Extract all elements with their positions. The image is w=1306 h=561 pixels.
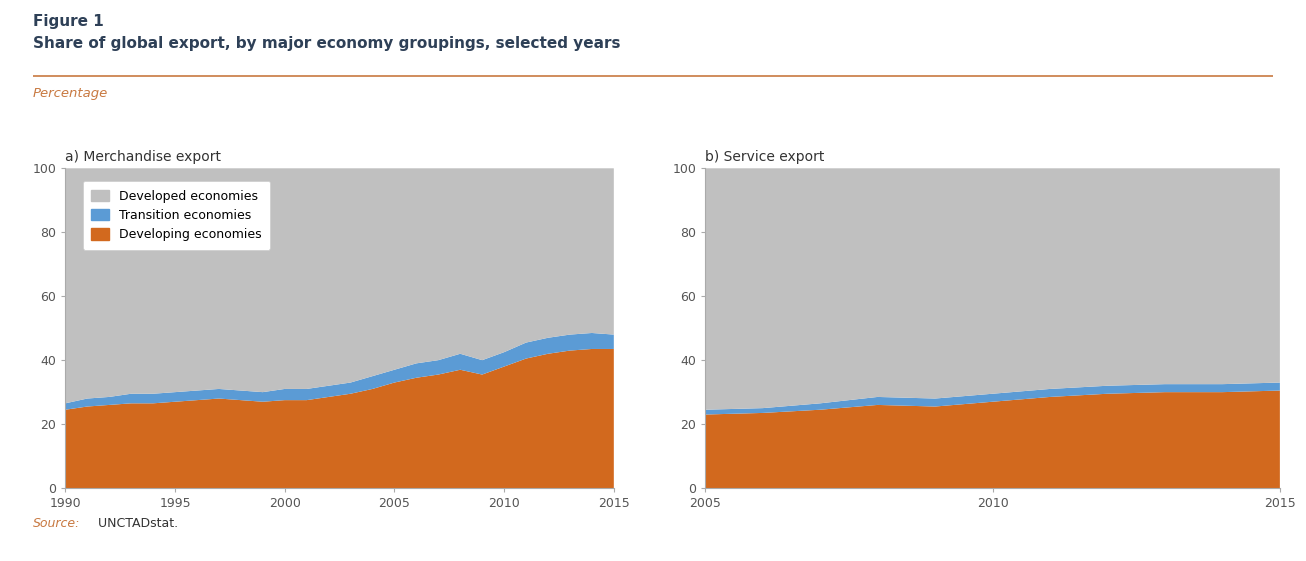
Text: UNCTADstat.: UNCTADstat. [94, 517, 178, 530]
Legend: Developed economies, Transition economies, Developing economies: Developed economies, Transition economie… [82, 181, 270, 250]
Text: Share of global export, by major economy groupings, selected years: Share of global export, by major economy… [33, 36, 620, 52]
Text: Percentage: Percentage [33, 87, 108, 100]
Text: b) Service export: b) Service export [705, 150, 824, 164]
Text: Figure 1: Figure 1 [33, 14, 103, 29]
Text: Source:: Source: [33, 517, 80, 530]
Text: a) Merchandise export: a) Merchandise export [65, 150, 221, 164]
